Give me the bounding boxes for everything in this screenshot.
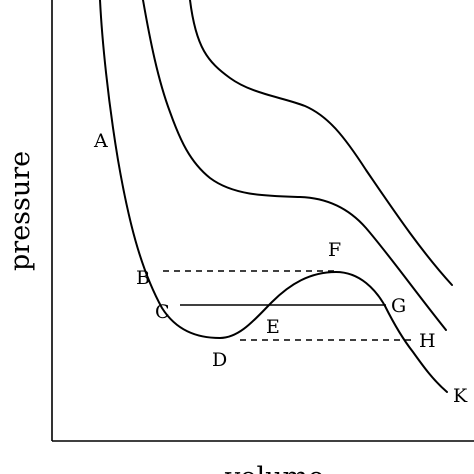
x-axis-title: volume [224, 462, 324, 474]
label-d: D [212, 349, 227, 371]
label-g: G [391, 295, 406, 317]
label-e: E [266, 316, 280, 338]
label-a: A [93, 130, 108, 152]
label-h: H [419, 330, 436, 352]
label-k: K [453, 385, 468, 407]
isotherm-upper [189, 0, 453, 286]
isotherm-middle [142, 0, 447, 331]
label-b: B [136, 267, 150, 289]
isotherm-lower [99, 0, 448, 393]
label-f: F [328, 239, 341, 261]
y-axis-title: pressure [5, 151, 36, 271]
label-c: C [155, 301, 170, 323]
